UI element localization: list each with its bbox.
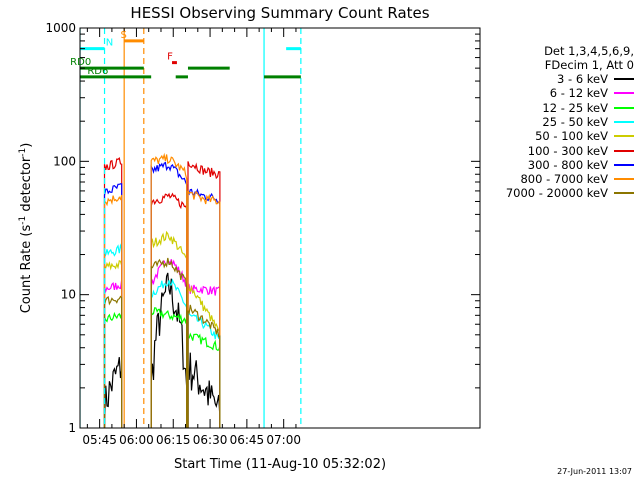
series-line-8 [103,257,221,428]
legend-label: 300 - 800 keV [527,157,608,172]
flag-label-n: N [106,38,113,49]
y-tick-label-0: 1 [68,421,76,435]
legend-swatch [614,149,634,152]
legend-header-1: FDecim 1, Att 0 [544,58,634,72]
flag-label-rd6: RD6 [87,66,108,77]
legend-swatch [614,135,634,138]
y-axis-label: Count Rate (s-1 detector-1) [18,143,34,314]
legend-label: 12 - 25 keV [542,100,608,115]
timestamp: 27-Jun-2011 13:07 [557,467,632,476]
series-line-3 [103,243,221,428]
legend-header-0: Det 1,3,4,5,6,9, [544,44,634,58]
chart-title: HESSI Observing Summary Count Rates [130,4,429,22]
flag-label-rd0: RD0 [70,57,91,68]
legend-item-1: 6 - 12 keV [550,86,634,100]
legend-item-4: 50 - 100 keV [535,129,634,143]
legend-label: 7000 - 20000 keV [505,186,608,201]
legend-item-8: 7000 - 20000 keV [506,186,634,200]
legend-label: 6 - 12 keV [549,86,608,101]
legend-label: 25 - 50 keV [542,114,608,129]
series-line-5 [103,156,221,428]
x-tick-label-4: 06:45 [230,433,265,447]
legend-label: 3 - 6 keV [557,72,608,86]
legend-swatch [614,163,634,166]
flag-label-f: F [167,52,173,63]
flag-label-s: S [120,30,126,41]
legend-label: 100 - 300 keV [527,143,608,158]
plot-frame [79,27,481,429]
series-line-7 [103,152,221,428]
series-line-4 [103,230,221,428]
legend-item-6: 300 - 800 keV [528,158,634,172]
x-tick-label-2: 06:15 [156,433,191,447]
legend-item-2: 12 - 25 keV [542,101,634,115]
x-tick-label-1: 06:00 [119,433,154,447]
legend-swatch [614,178,634,181]
y-tick-label-3: 1000 [45,21,76,35]
legend-item-7: 800 - 7000 keV [520,172,634,186]
y-axis: 1 10 100 1000 [45,21,480,435]
series-line-0 [103,272,221,428]
x-tick-label-0: 05:45 [82,433,117,447]
series-line-2 [103,307,221,428]
legend-label: 800 - 7000 keV [520,172,608,187]
legend-item-0: 3 - 6 keV [557,72,634,86]
legend-swatch [614,120,634,123]
legend-item-5: 100 - 300 keV [528,144,634,158]
y-tick-label-2: 100 [53,154,76,168]
legend-label: 50 - 100 keV [535,129,608,144]
y-tick-label-1: 10 [61,288,76,302]
x-tick-label-3: 06:30 [193,433,228,447]
legend-swatch [614,78,634,80]
legend-swatch [614,192,634,195]
legend-swatch [614,92,634,95]
legend-item-3: 25 - 50 keV [542,115,634,129]
x-axis: 05:45 06:00 06:15 06:30 06:45 07:00 [82,28,301,447]
x-axis-label: Start Time (11-Aug-10 05:32:02) [174,457,386,472]
legend-swatch [614,106,634,109]
x-tick-label-5: 07:00 [266,433,301,447]
